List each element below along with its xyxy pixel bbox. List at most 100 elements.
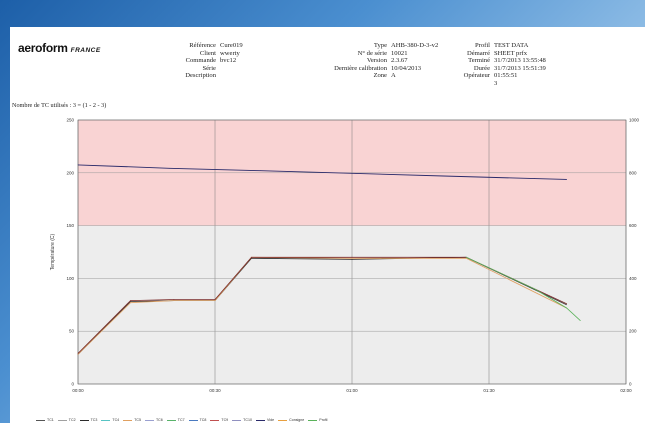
x-tick-label: 00:30 xyxy=(209,388,221,393)
y2-tick-label: 1000 xyxy=(629,118,640,123)
data-point xyxy=(579,320,581,321)
legend-swatch xyxy=(308,419,318,421)
legend-item: TC4 xyxy=(101,418,119,422)
info-value: 31/7/2013 15:51:39 xyxy=(494,64,546,72)
report-sheet: aeroform FRANCE Référence Cure019 Client wwe… xyxy=(10,27,645,423)
info-value: AHB-380-D-3-v2 xyxy=(391,42,439,49)
data-point xyxy=(566,303,567,305)
legend-swatch xyxy=(123,419,133,421)
info-key: Type xyxy=(373,42,387,49)
legend-swatch xyxy=(101,419,111,421)
series-vide xyxy=(77,164,567,180)
info-row: 3 xyxy=(458,80,546,88)
info-row: Profil TEST DATA xyxy=(458,42,546,50)
legend-swatch xyxy=(166,419,176,421)
data-point xyxy=(465,256,467,258)
data-point xyxy=(566,304,567,306)
data-point xyxy=(442,175,444,177)
series-line xyxy=(466,256,581,321)
info-key: Profil xyxy=(474,42,490,49)
legend-label: TC10 xyxy=(243,418,252,422)
legend-label: TC1 xyxy=(47,418,54,422)
y-tick-label: 200 xyxy=(66,170,74,175)
legend-item: TC6 xyxy=(144,418,163,422)
info-key: Démarré xyxy=(466,49,490,57)
legend-swatch xyxy=(255,419,265,421)
x-tick-label: 01:00 xyxy=(346,388,358,393)
info-key: Opérateur xyxy=(463,72,490,80)
legend-label: TC2 xyxy=(68,418,76,422)
data-point xyxy=(77,353,79,354)
data-point xyxy=(77,354,79,355)
legend-label: TC5 xyxy=(134,418,141,422)
data-point xyxy=(351,256,353,258)
info-value: SHEET prfx xyxy=(494,49,528,57)
legend-swatch xyxy=(36,419,45,421)
legend-swatch xyxy=(144,419,154,421)
y-tick-label: 150 xyxy=(66,223,74,228)
info-key: Dernière calibration xyxy=(334,64,387,72)
legend-label: Consigne xyxy=(289,418,305,422)
info-value: bvc12 xyxy=(220,57,237,65)
y-tick-label: 100 xyxy=(66,276,74,281)
info-value: A xyxy=(391,72,396,80)
legend-swatch xyxy=(57,419,67,421)
data-point xyxy=(251,257,252,259)
x-tick-label: 02:00 xyxy=(620,388,632,393)
x-tick-label: 00:00 xyxy=(72,388,84,393)
legend-label: TC7 xyxy=(177,418,185,422)
legend-item: Profil xyxy=(308,418,328,422)
info-row: Type AHB-380-D-3-v2 xyxy=(305,42,438,50)
info-value: wwerty xyxy=(220,49,240,57)
x-tick-label: 01:30 xyxy=(483,388,495,393)
aeroform-logo: aeroform FRANCE xyxy=(18,41,101,55)
info-key: Durée xyxy=(473,64,490,72)
series-line xyxy=(77,256,567,354)
info-key: Référence xyxy=(189,42,216,49)
legend-item: Consigne xyxy=(278,418,304,422)
legend-label: TC3 xyxy=(90,418,98,422)
legend-item: TC3 xyxy=(79,418,98,422)
data-point xyxy=(351,172,353,174)
info-key: Terminé xyxy=(468,57,490,65)
y-tick-label: 50 xyxy=(69,329,75,334)
info-value: 10/04/2013 xyxy=(391,64,422,72)
data-point xyxy=(465,257,467,259)
legend-swatch xyxy=(278,419,288,421)
data-point xyxy=(130,301,131,302)
info-key: Zone xyxy=(373,72,387,80)
legend-item: TC5 xyxy=(123,418,141,422)
y2-tick-label: 200 xyxy=(629,329,637,334)
data-point xyxy=(351,257,353,259)
legend-swatch xyxy=(210,419,220,421)
info-column-1: Référence Cure019 Client wwerty Commande bvc1… xyxy=(150,42,243,80)
series-profil xyxy=(465,256,581,321)
info-value: Cure019 xyxy=(220,42,243,49)
legend-swatch xyxy=(232,419,242,421)
info-row: Série xyxy=(150,65,243,73)
data-point xyxy=(173,299,175,300)
data-point xyxy=(173,300,175,301)
legend-item: Vide xyxy=(255,418,275,422)
legend-label: TC4 xyxy=(112,418,120,422)
info-key: Commande xyxy=(185,57,216,65)
info-value: 2.3.67 xyxy=(391,57,408,65)
info-row: Description xyxy=(150,72,243,80)
data-point xyxy=(351,259,353,260)
info-key: N° de série xyxy=(357,49,387,57)
y2-tick-label: 600 xyxy=(629,223,637,228)
info-key: Client xyxy=(199,49,216,57)
info-row: Référence Cure019 xyxy=(150,42,243,50)
temperature-chart: 0 50 100 150 200 250 0 200 400 600 800 1000 00:00 00:… xyxy=(50,118,640,394)
data-point xyxy=(251,256,252,258)
data-point xyxy=(130,302,131,304)
legend-label: Vide xyxy=(266,418,275,422)
info-row: Dernière calibration 10/04/2013 xyxy=(305,65,438,73)
legend-swatch xyxy=(79,419,89,421)
info-value: TEST DATA xyxy=(494,42,529,49)
data-point xyxy=(566,179,567,180)
info-row: Terminé 31/7/2013 13:55:48 xyxy=(458,57,546,65)
chart-legend: TC1 TC2 TC3 TC4 TC5 TC6 TC7 TC8 TC9 TC10 Vide Consi… xyxy=(36,418,332,422)
info-value: 01:55:51 xyxy=(494,72,518,80)
info-row: Zone A xyxy=(305,72,438,80)
